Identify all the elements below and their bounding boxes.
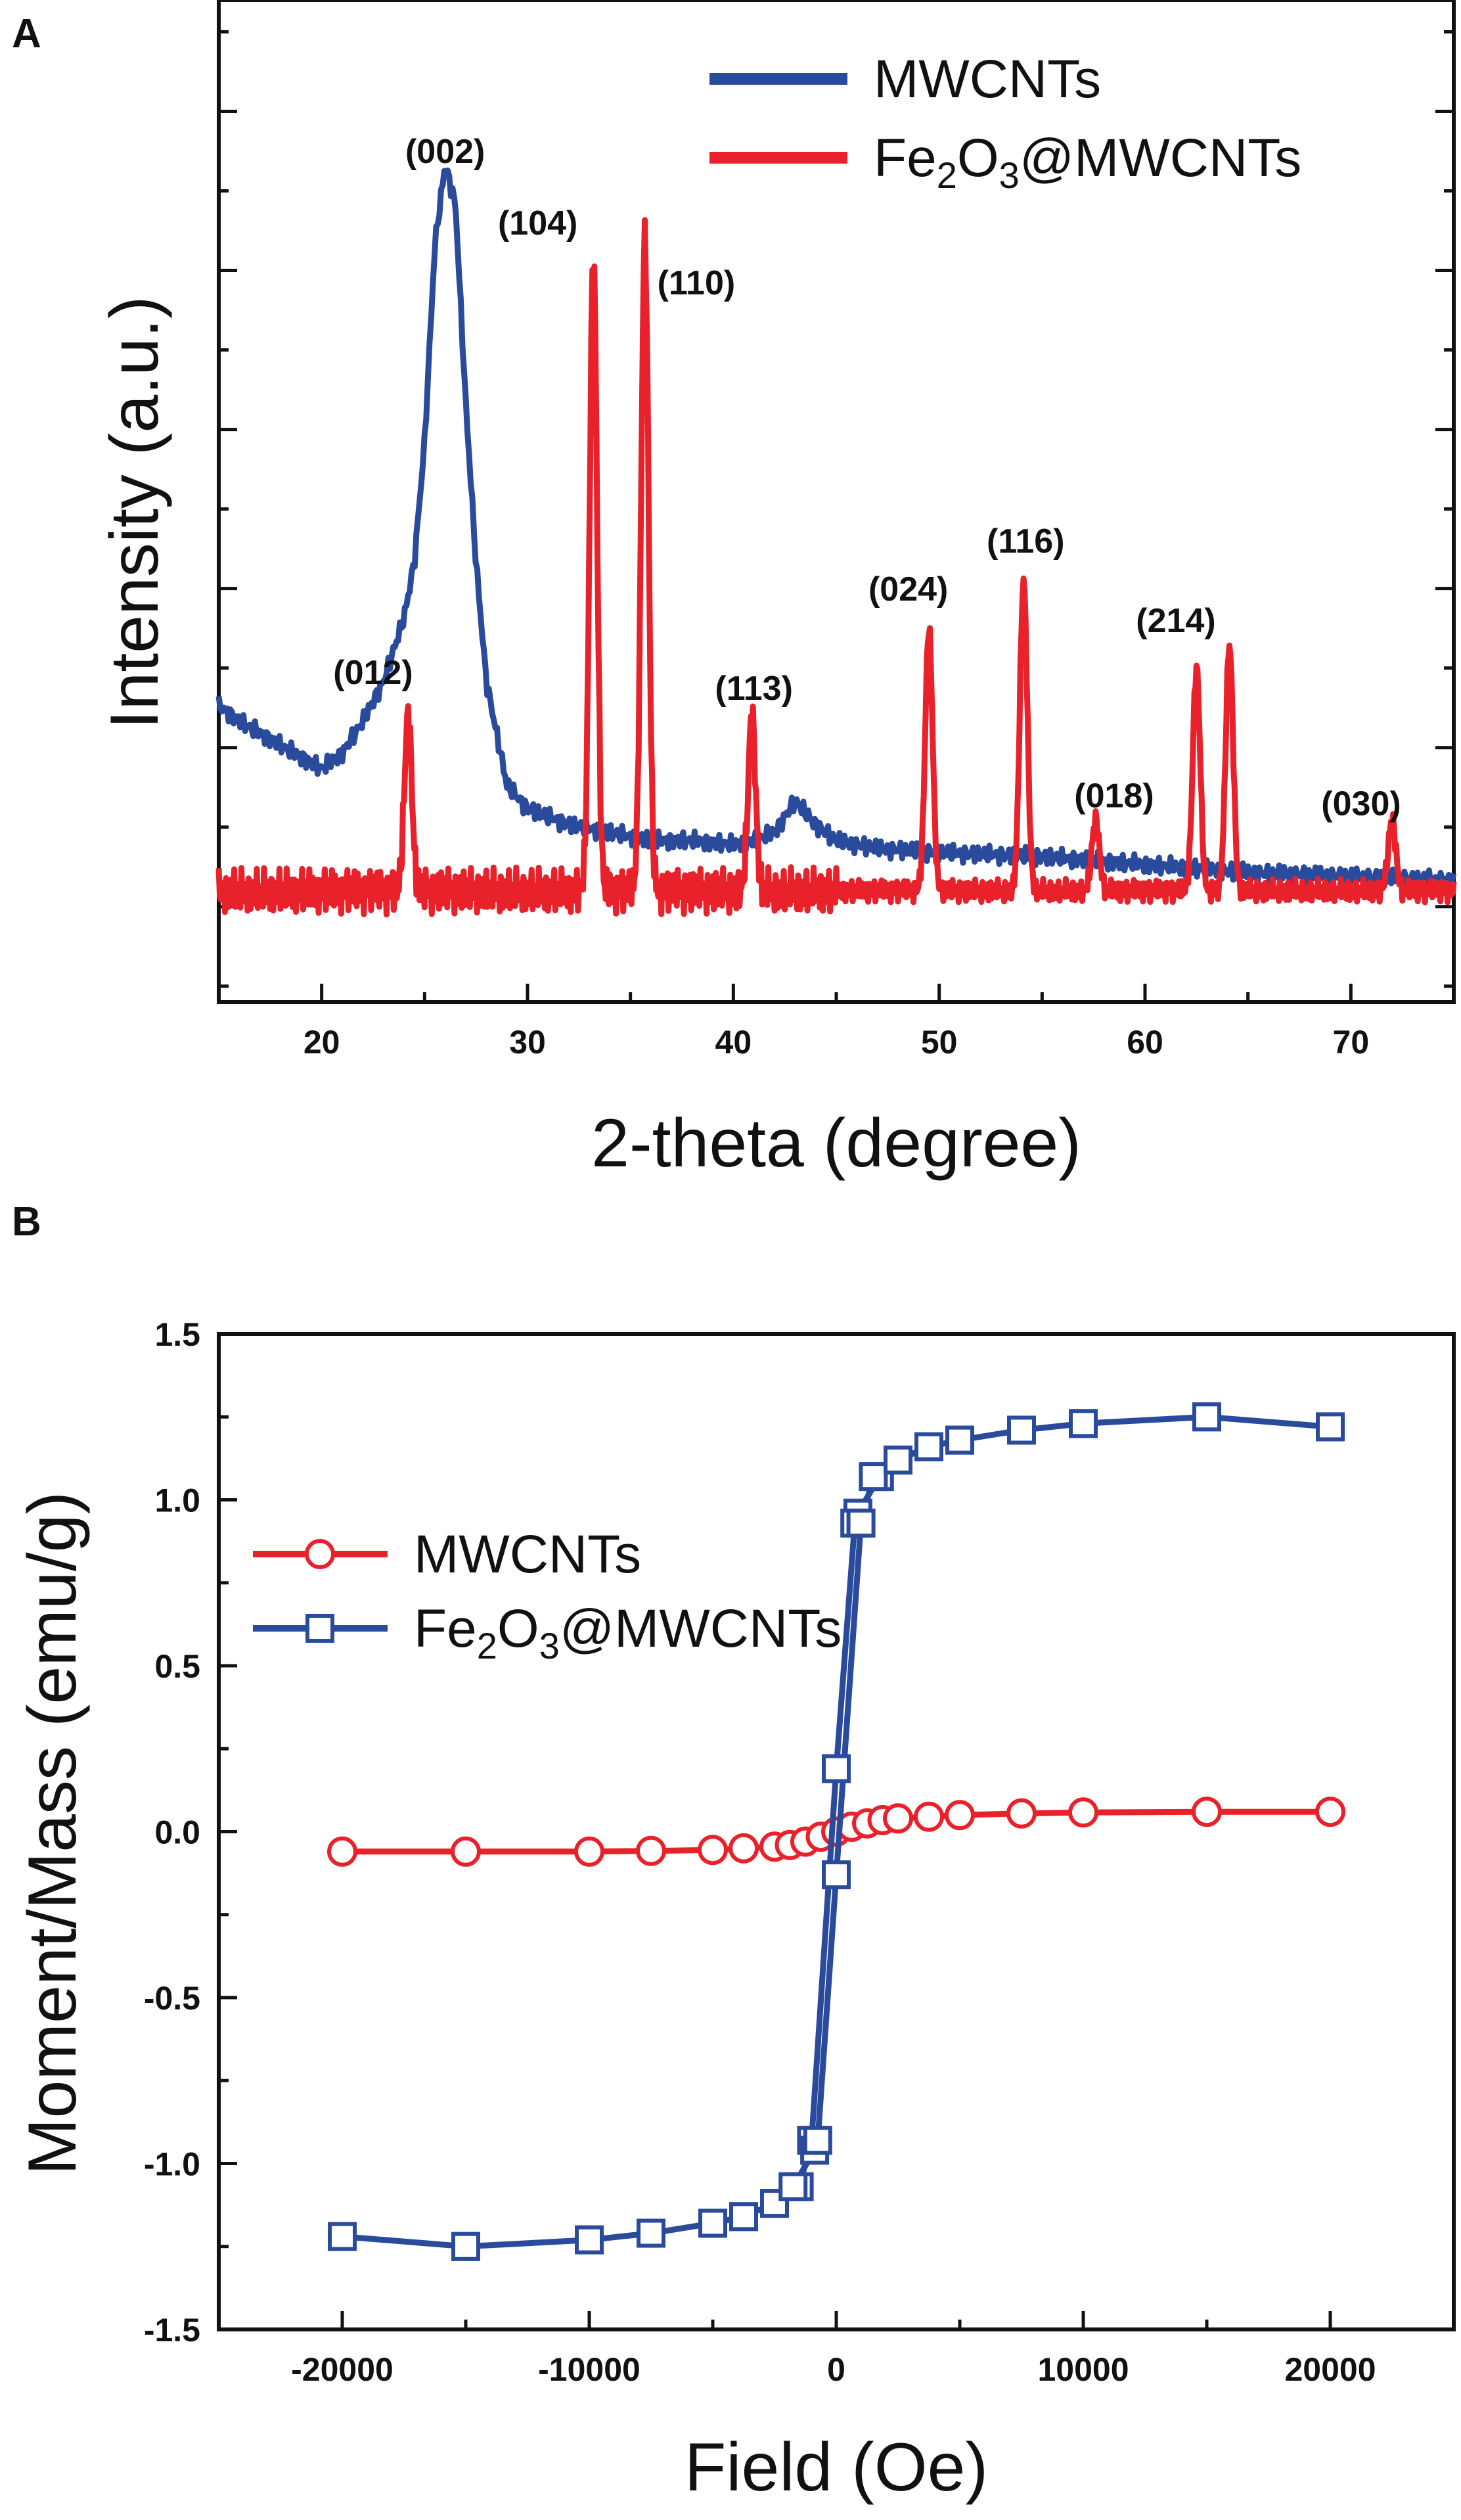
- peak-label: (214): [1136, 602, 1215, 640]
- legend-b-sub-3: 3: [539, 1625, 560, 1666]
- legend-a-rest: @MWCNTs: [1020, 128, 1301, 188]
- panel-a-x-axis-title: 2-theta (degree): [591, 1105, 1081, 1181]
- series-fe2o3-point: [451, 2232, 480, 2261]
- series-fe2o3-point: [729, 2202, 758, 2232]
- panel-b-x-axis-title: Field (Oe): [685, 2429, 988, 2506]
- series-fe2o3-point: [859, 1462, 888, 1492]
- legend-b-o: O: [497, 1599, 539, 1659]
- series-mwcnts-point: [1068, 1797, 1098, 1828]
- peak-label: (110): [658, 264, 736, 302]
- panel-b-x-tick-label: -10000: [538, 2351, 641, 2388]
- series-mwcnts-xrd-line: [215, 167, 1457, 892]
- series-fe2o3-point: [822, 1754, 851, 1783]
- legend-b-fe: Fe: [414, 1599, 477, 1659]
- series-fe2o3-point: [1316, 1412, 1345, 1442]
- panel-b-y-tick-label: -1.0: [144, 2146, 200, 2183]
- panel-a-tick-labels: 20 30 40 50 60 70: [303, 1024, 1369, 1061]
- panel-b-ticks: [217, 1332, 1456, 2331]
- series-fe2o3-point: [846, 1508, 876, 1538]
- peak-label: (116): [987, 522, 1065, 561]
- panel-a-x-tick-label: 40: [715, 1024, 752, 1061]
- panel-b-legend-marker-fe2o3: [305, 1614, 334, 1643]
- series-mwcnts-point: [1315, 1797, 1345, 1827]
- series-mwcnts-point: [574, 1836, 604, 1867]
- panel-a-x-tick-label: 30: [509, 1024, 546, 1061]
- legend-b-rest: @MWCNTs: [560, 1599, 842, 1659]
- legend-a-fe: Fe: [874, 128, 937, 188]
- series-mwcnts-point: [945, 1800, 975, 1831]
- series-fe2o3-point: [803, 2126, 832, 2155]
- panel-b-y-tick-label: 0.5: [154, 1648, 200, 1685]
- peak-label: (024): [868, 570, 948, 608]
- series-fe2o3-point: [1007, 1415, 1036, 1445]
- panel-b-y-tick-label: 0.0: [154, 1814, 200, 1851]
- panel-a: A 20 30 40 50 60 70 (002) (104) (110) (012) (113)…: [12, 0, 1457, 1181]
- panel-b-x-tick-label: -20000: [291, 2351, 393, 2388]
- panel-b-y-tick-label: 1.5: [154, 1316, 200, 1353]
- legend-a-o: O: [957, 128, 999, 188]
- panel-b-legend: MWCNTs Fe2O3@MWCNTs: [253, 1524, 842, 1666]
- panel-b-legend-label-fe2o3: Fe2O3@MWCNTs: [414, 1599, 842, 1666]
- panel-b-letter: B: [12, 1199, 41, 1245]
- series-fe2o3-point: [1069, 1409, 1098, 1438]
- panel-b-x-tick-label: 10000: [1037, 2351, 1129, 2388]
- peak-label: (018): [1074, 777, 1154, 815]
- panel-a-letter: A: [12, 11, 41, 57]
- panel-a-legend-label-mwcnts: MWCNTs: [874, 49, 1101, 109]
- panel-a-legend-label-fe2o3: Fe2O3@MWCNTs: [874, 128, 1301, 196]
- panel-b-legend-label-mwcnts: MWCNTs: [414, 1524, 641, 1584]
- series-fe2o3-point: [698, 2209, 727, 2238]
- panel-a-series: [215, 167, 1457, 918]
- panel-a-legend: MWCNTs Fe2O3@MWCNTs: [709, 49, 1301, 196]
- series-mwcnts-point: [451, 1836, 481, 1867]
- series-fe2o3-point: [822, 1860, 851, 1890]
- series-mwcnts-point: [636, 1835, 666, 1866]
- series-mwcnts-point: [1006, 1798, 1037, 1829]
- legend-a-sub-2: 2: [937, 154, 957, 196]
- panel-b-legend-marker-mwcnts: [305, 1539, 335, 1569]
- series-mwcnts-point: [883, 1803, 913, 1834]
- series-mwcnts-point: [1192, 1797, 1222, 1827]
- legend-a-sub-3: 3: [999, 154, 1020, 196]
- series-mwcnts-point: [729, 1833, 759, 1864]
- series-fe2o3-point: [884, 1445, 912, 1475]
- series-mwcnts-point: [327, 1836, 357, 1867]
- panel-b-y-tick-label: -0.5: [144, 1980, 200, 2017]
- series-fe2o3-xrd-line: [215, 217, 1457, 918]
- panel-a-ticks: [217, 30, 1456, 1002]
- panel-a-x-tick-label: 70: [1333, 1024, 1370, 1061]
- panel-a-x-tick-label: 20: [303, 1024, 340, 1061]
- series-fe2o3-point: [637, 2218, 665, 2248]
- panel-b: B -20000 -10000 0 10000 20000 -1.5 -1.0 -0.5 0.0…: [12, 1199, 1456, 2506]
- series-mwcnts-point: [914, 1801, 944, 1832]
- panel-a-y-axis-title: Intensity (a.u.): [97, 296, 173, 729]
- peak-label: (030): [1321, 785, 1401, 823]
- panel-b-x-tick-label: 20000: [1284, 2351, 1376, 2388]
- panel-a-x-tick-label: 50: [921, 1024, 958, 1061]
- series-fe2o3-point: [760, 2189, 789, 2218]
- series-fe2o3-point: [575, 2225, 604, 2255]
- series-fe2o3-point: [778, 2172, 808, 2201]
- series-fe2o3-point: [328, 2222, 357, 2251]
- panel-b-x-tick-label: 0: [827, 2351, 845, 2388]
- series-mwcnts-point: [698, 1835, 728, 1866]
- panel-a-peak-labels: (002) (104) (110) (012) (113) (024) (116) (214)…: [333, 133, 1401, 823]
- panel-b-y-tick-label: -1.5: [144, 2312, 200, 2348]
- peak-label: (012): [333, 654, 413, 692]
- panel-b-y-axis-title: Moment/Mass (emu/g): [14, 1492, 91, 2175]
- panel-b-series: [327, 1402, 1345, 2261]
- panel-a-x-tick-label: 60: [1127, 1024, 1163, 1061]
- legend-b-sub-2: 2: [477, 1625, 497, 1666]
- series-fe2o3-point: [945, 1425, 974, 1455]
- panel-b-y-tick-label: 1.0: [154, 1482, 200, 1519]
- peak-label: (104): [498, 204, 577, 242]
- panel-b-tick-labels: -20000 -10000 0 10000 20000 -1.5 -1.0 -0.5 0.0 0.…: [144, 1316, 1376, 2388]
- series-fe2o3-point: [1192, 1402, 1221, 1432]
- peak-label: (113): [715, 670, 793, 708]
- series-fe2o3-point: [914, 1432, 943, 1461]
- peak-label: (002): [405, 133, 485, 171]
